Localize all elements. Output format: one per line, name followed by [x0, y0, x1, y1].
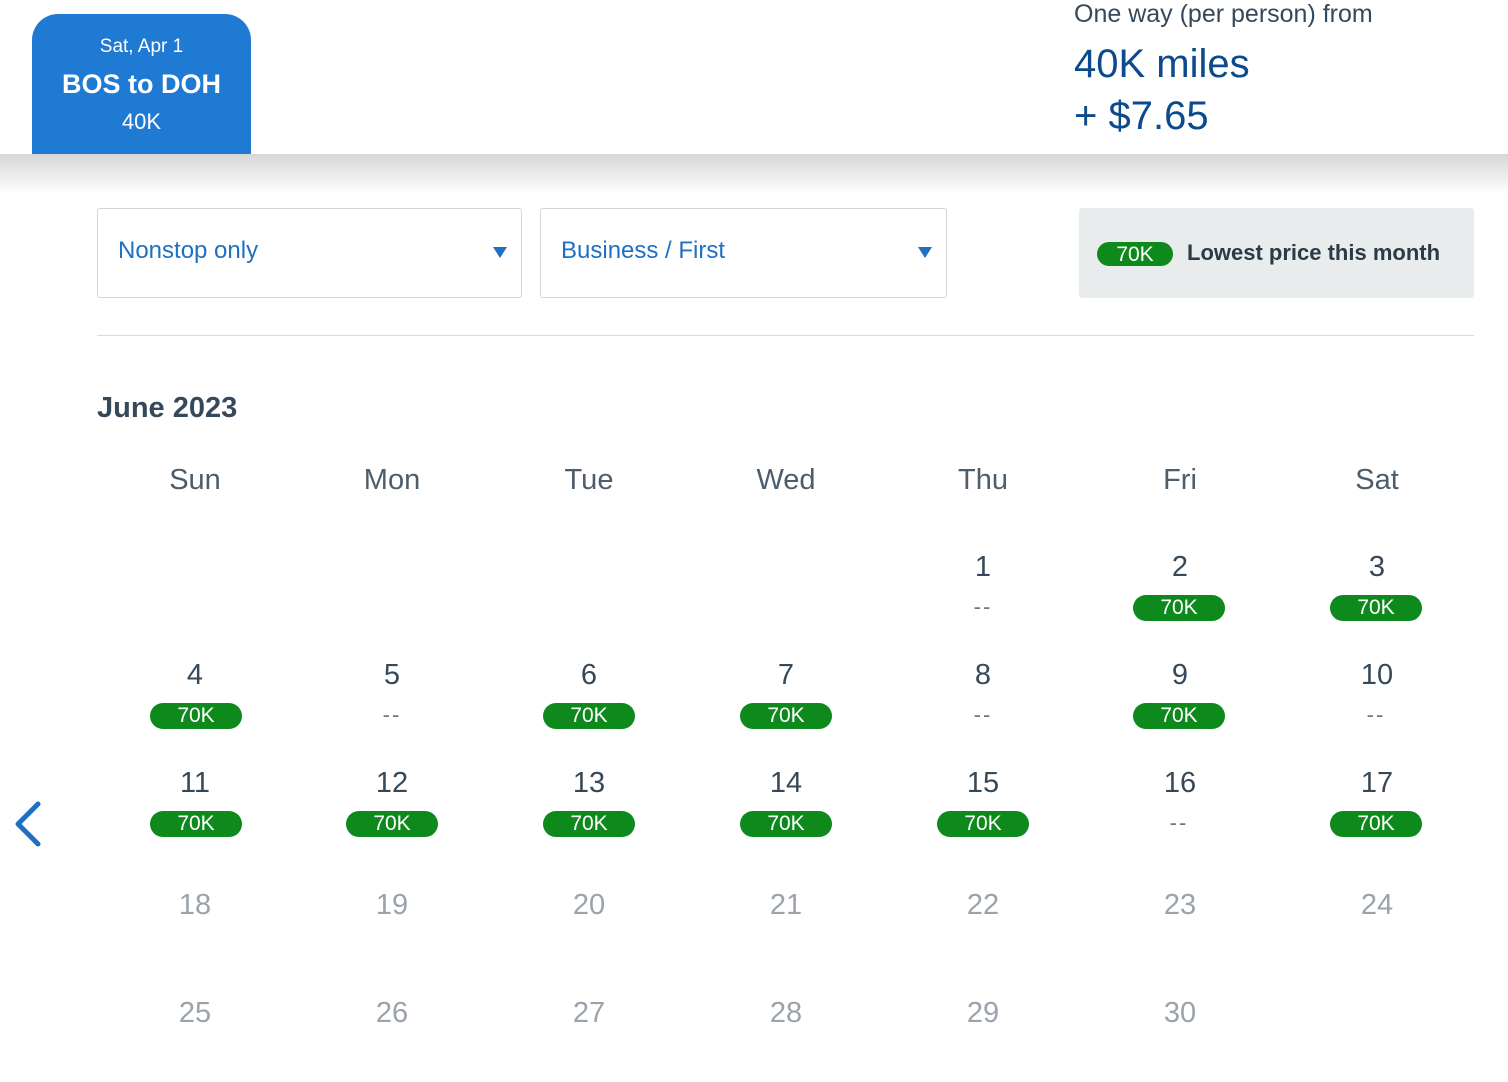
price-pill[interactable]: 70K [1330, 595, 1422, 621]
stops-dropdown-label: Nonstop only [118, 237, 259, 264]
day-number[interactable]: 6 [580, 659, 598, 691]
month-title: June 2023 [97, 392, 238, 424]
day-number-inactive: 19 [375, 889, 409, 921]
day-number[interactable]: 5 [383, 659, 401, 691]
price-pill[interactable]: 70K [150, 811, 242, 837]
day-number-inactive: 27 [572, 997, 606, 1029]
day-number[interactable]: 17 [1360, 767, 1394, 799]
day-number[interactable]: 7 [777, 659, 795, 691]
trip-tab[interactable]: Sat, Apr 1 BOS to DOH 40K [32, 14, 251, 154]
day-number-inactive: 23 [1163, 889, 1197, 921]
day-number[interactable]: 1 [974, 551, 992, 583]
weekday-wed: Wed [756, 464, 816, 496]
day-number[interactable]: 3 [1368, 551, 1386, 583]
price-pill[interactable]: 70K [150, 703, 242, 729]
day-number-inactive: 24 [1360, 889, 1394, 921]
day-number[interactable]: 8 [974, 659, 992, 691]
day-number-inactive: 30 [1163, 997, 1197, 1029]
day-number-inactive: 20 [572, 889, 606, 921]
day-number-inactive: 22 [966, 889, 1000, 921]
day-number[interactable]: 9 [1171, 659, 1189, 691]
day-number-inactive: 29 [966, 997, 1000, 1029]
trip-route: BOS to DOH [62, 69, 221, 99]
day-number[interactable]: 13 [572, 767, 606, 799]
legend-badge: 70K [1097, 242, 1173, 266]
day-number-inactive: 25 [178, 997, 212, 1029]
top-bar [0, 0, 1508, 154]
price-pill[interactable]: 70K [1133, 595, 1225, 621]
day-number[interactable]: 11 [179, 767, 211, 799]
day-number[interactable]: 16 [1163, 767, 1197, 799]
price-pill[interactable]: 70K [543, 811, 635, 837]
stops-dropdown[interactable]: Nonstop only [97, 208, 522, 298]
no-fare: -- [973, 702, 993, 727]
no-fare: -- [1169, 810, 1189, 835]
cabin-dropdown-label: Business / First [561, 237, 726, 264]
price-legend: 70K Lowest price this month [1079, 208, 1474, 298]
top-bar-shadow [0, 154, 1508, 194]
weekday-mon: Mon [363, 464, 421, 496]
caret-down-icon [918, 247, 932, 258]
fare-miles: 40K miles [1074, 42, 1250, 86]
legend-text: Lowest price this month [1187, 240, 1441, 265]
day-number[interactable]: 4 [186, 659, 204, 691]
day-number-inactive: 28 [769, 997, 803, 1029]
day-number[interactable]: 14 [769, 767, 803, 799]
price-pill[interactable]: 70K [740, 703, 832, 729]
price-pill[interactable]: 70K [740, 811, 832, 837]
day-number[interactable]: 12 [375, 767, 409, 799]
price-pill[interactable]: 70K [937, 811, 1029, 837]
no-fare: -- [973, 594, 993, 619]
caret-down-icon [493, 247, 507, 258]
day-number[interactable]: 15 [966, 767, 1000, 799]
day-number-inactive: 26 [375, 997, 409, 1029]
weekday-thu: Thu [958, 464, 1008, 496]
day-number[interactable]: 2 [1171, 551, 1189, 583]
previous-month-button[interactable] [10, 800, 50, 848]
weekday-fri: Fri [1163, 464, 1197, 496]
price-pill[interactable]: 70K [543, 703, 635, 729]
trip-price: 40K [121, 109, 162, 134]
divider [97, 335, 1474, 336]
price-pill[interactable]: 70K [1133, 703, 1225, 729]
weekday-sun: Sun [169, 464, 221, 496]
trip-date: Sat, Apr 1 [99, 36, 184, 57]
weekday-sat: Sat [1355, 464, 1399, 496]
day-number-inactive: 21 [769, 889, 803, 921]
chevron-left-icon [15, 801, 41, 847]
weekday-tue: Tue [564, 464, 614, 496]
no-fare: -- [382, 702, 402, 727]
no-fare: -- [1366, 702, 1386, 727]
day-number[interactable]: 10 [1360, 659, 1394, 691]
day-number-inactive: 18 [178, 889, 212, 921]
fare-cash: + $7.65 [1074, 94, 1209, 138]
price-pill[interactable]: 70K [1330, 811, 1422, 837]
fare-label: One way (per person) from [1074, 0, 1373, 28]
price-pill[interactable]: 70K [346, 811, 438, 837]
cabin-dropdown[interactable]: Business / First [540, 208, 947, 298]
